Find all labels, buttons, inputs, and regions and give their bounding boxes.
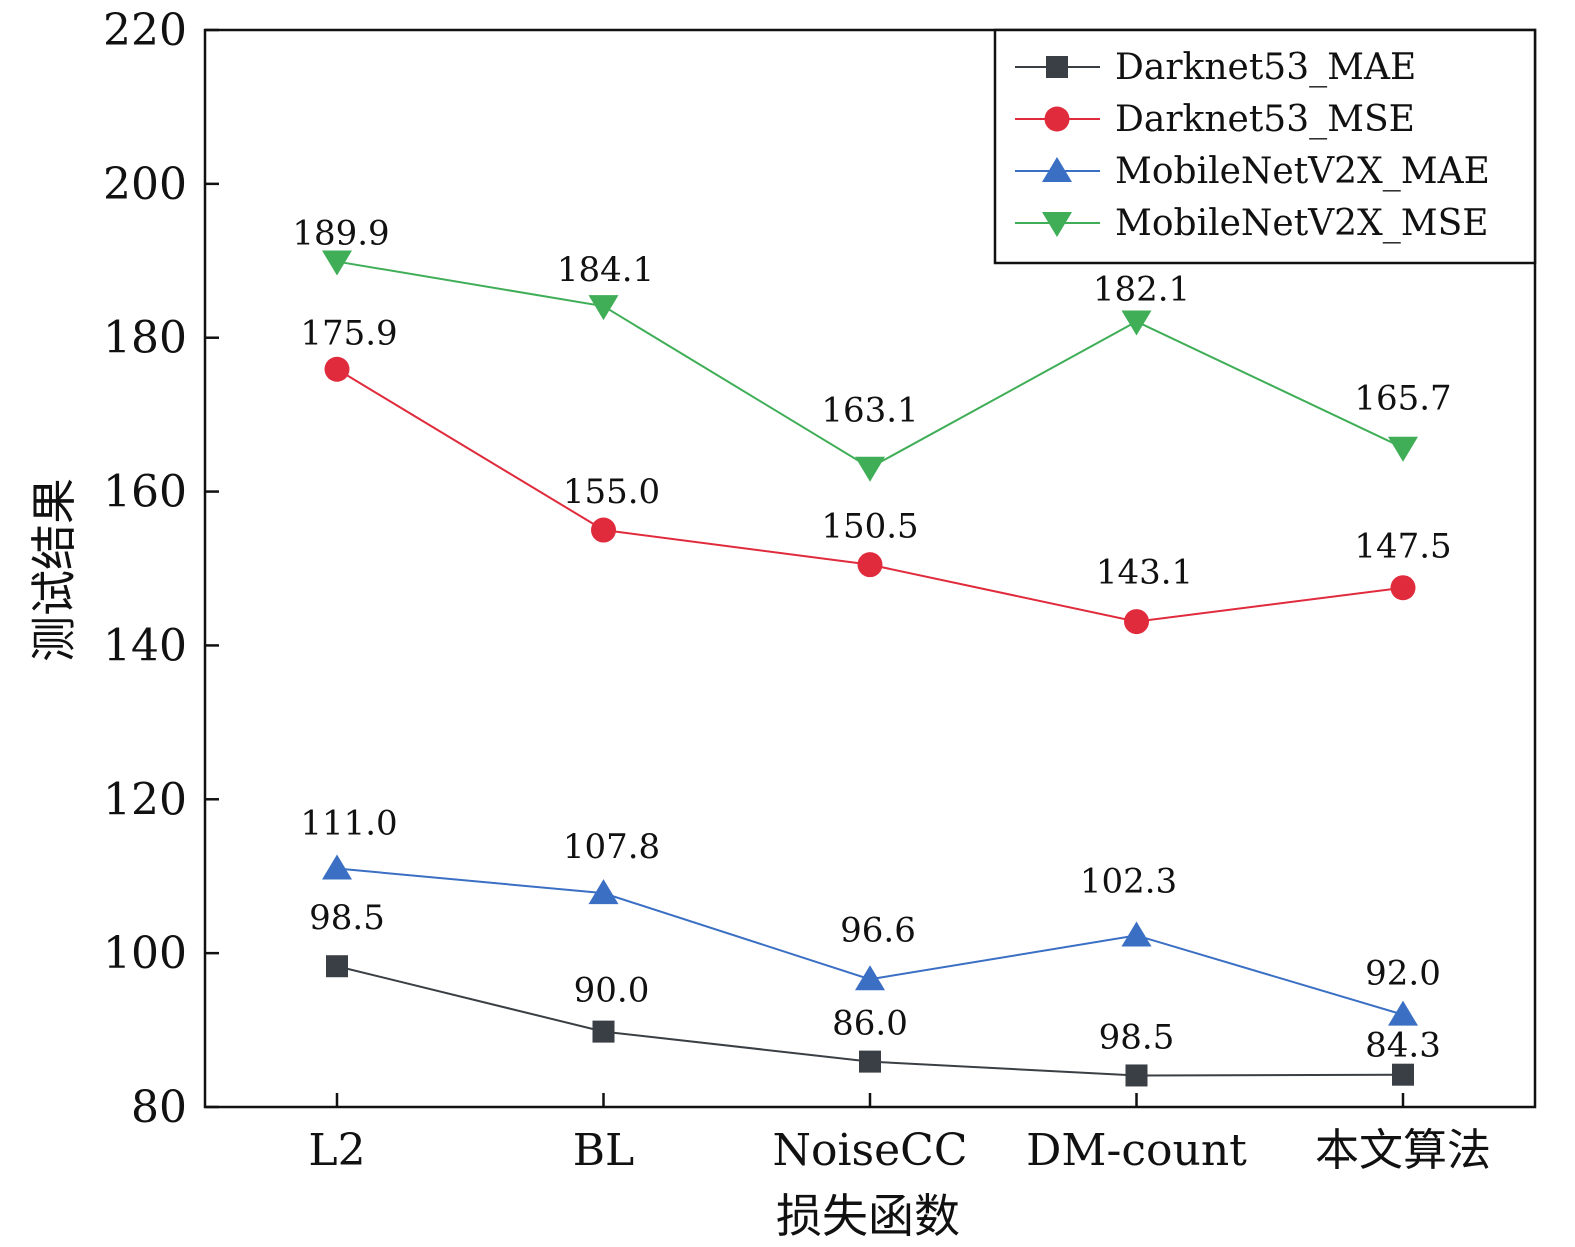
data-label: 175.9: [300, 313, 397, 353]
legend-box: [993, 28, 1537, 265]
legend-item: Darknet53_MAE: [1015, 47, 1416, 88]
data-label: 102.3: [1080, 861, 1177, 901]
data-label: 90.0: [574, 971, 650, 1011]
data-label: 163.1: [821, 391, 918, 431]
data-point: [1121, 921, 1152, 947]
legend-marker: [1046, 56, 1068, 78]
data-point: [1124, 609, 1149, 635]
data-label: 184.1: [557, 250, 654, 290]
x-tick-label: L2: [308, 1125, 365, 1176]
y-tick-label: 140: [103, 620, 187, 671]
data-point: [1121, 310, 1152, 336]
data-point: [859, 1050, 881, 1073]
series-MobileNetV2X_MSE: [322, 250, 1418, 482]
y-tick-label: 200: [103, 159, 187, 210]
data-point: [855, 965, 885, 991]
data-point: [588, 295, 619, 321]
data-point: [1390, 575, 1416, 601]
y-axis-ticks: 80 100 120 140 160 180 200 220: [103, 5, 219, 1133]
data-point: [857, 552, 883, 578]
data-point: [1388, 436, 1418, 462]
series-line: [336, 260, 1404, 469]
legend-marker: [1042, 157, 1072, 182]
data-label: 147.5: [1354, 527, 1451, 567]
plot-area-frame: [203, 28, 1537, 1109]
x-axis-ticks: L2 BL NoiseCC DM-count 本文算法: [308, 1093, 1491, 1176]
legend-label: MobileNetV2X_MAE: [1115, 151, 1490, 192]
data-point: [324, 356, 350, 382]
data-label: 111.0: [300, 804, 397, 844]
data-label: 86.0: [832, 1004, 908, 1044]
data-label: 165.7: [1354, 379, 1451, 419]
x-tick-label: BL: [573, 1125, 635, 1176]
legend-label: Darknet53_MSE: [1115, 99, 1415, 140]
y-tick-label: 120: [103, 774, 187, 825]
data-labels: 98.5 90.0 86.0 98.5 84.3 175.9 155.0 150.5 143.1…: [292, 214, 1451, 1066]
y-axis-title: 测试结果: [27, 478, 81, 662]
legend-label: Darknet53_MAE: [1115, 47, 1416, 88]
series-Darknet53_MSE: [324, 356, 1416, 635]
legend: Darknet53_MAE Darknet53_MSE MobileNetV2X_M…: [993, 28, 1537, 265]
series-layer: [322, 250, 1418, 1087]
series-MobileNetV2X_MAE: [322, 854, 1418, 1026]
data-point: [322, 250, 352, 276]
data-point: [322, 854, 352, 880]
data-label: 150.5: [821, 507, 918, 547]
y-tick-label: 220: [103, 5, 187, 56]
data-label: 96.6: [840, 910, 916, 950]
data-point: [1125, 1064, 1148, 1087]
legend-marker: [1044, 106, 1070, 132]
data-label: 92.0: [1365, 954, 1441, 994]
data-point: [326, 955, 348, 978]
data-label: 182.1: [1093, 270, 1190, 310]
y-tick-label: 180: [103, 313, 187, 364]
data-point: [855, 456, 885, 482]
legend-item: MobileNetV2X_MSE: [1015, 203, 1489, 244]
data-label: 107.8: [563, 827, 660, 867]
data-label: 189.9: [292, 214, 389, 254]
data-label: 155.0: [563, 472, 660, 512]
x-tick-label: 本文算法: [1315, 1125, 1491, 1176]
y-tick-label: 160: [103, 467, 187, 518]
data-point: [1388, 1000, 1418, 1026]
legend-item: MobileNetV2X_MAE: [1015, 151, 1490, 192]
legend-item: Darknet53_MSE: [1015, 99, 1415, 140]
data-label: 98.5: [309, 898, 385, 938]
legend-marker: [1042, 212, 1072, 237]
series-Darknet53_MAE: [326, 955, 1414, 1087]
data-label: 143.1: [1096, 553, 1193, 593]
legend-label: MobileNetV2X_MSE: [1115, 203, 1489, 244]
y-tick-label: 100: [103, 928, 187, 979]
data-point: [588, 879, 619, 905]
x-tick-label: NoiseCC: [772, 1125, 967, 1176]
data-point: [1392, 1063, 1414, 1086]
data-point: [592, 1020, 615, 1043]
data-point: [591, 517, 616, 543]
x-axis-title: 损失函数: [776, 1189, 960, 1243]
data-label: 98.5: [1099, 1017, 1175, 1057]
y-tick-label: 80: [131, 1082, 187, 1133]
data-label: 84.3: [1365, 1026, 1441, 1066]
x-tick-label: DM-count: [1026, 1125, 1247, 1176]
